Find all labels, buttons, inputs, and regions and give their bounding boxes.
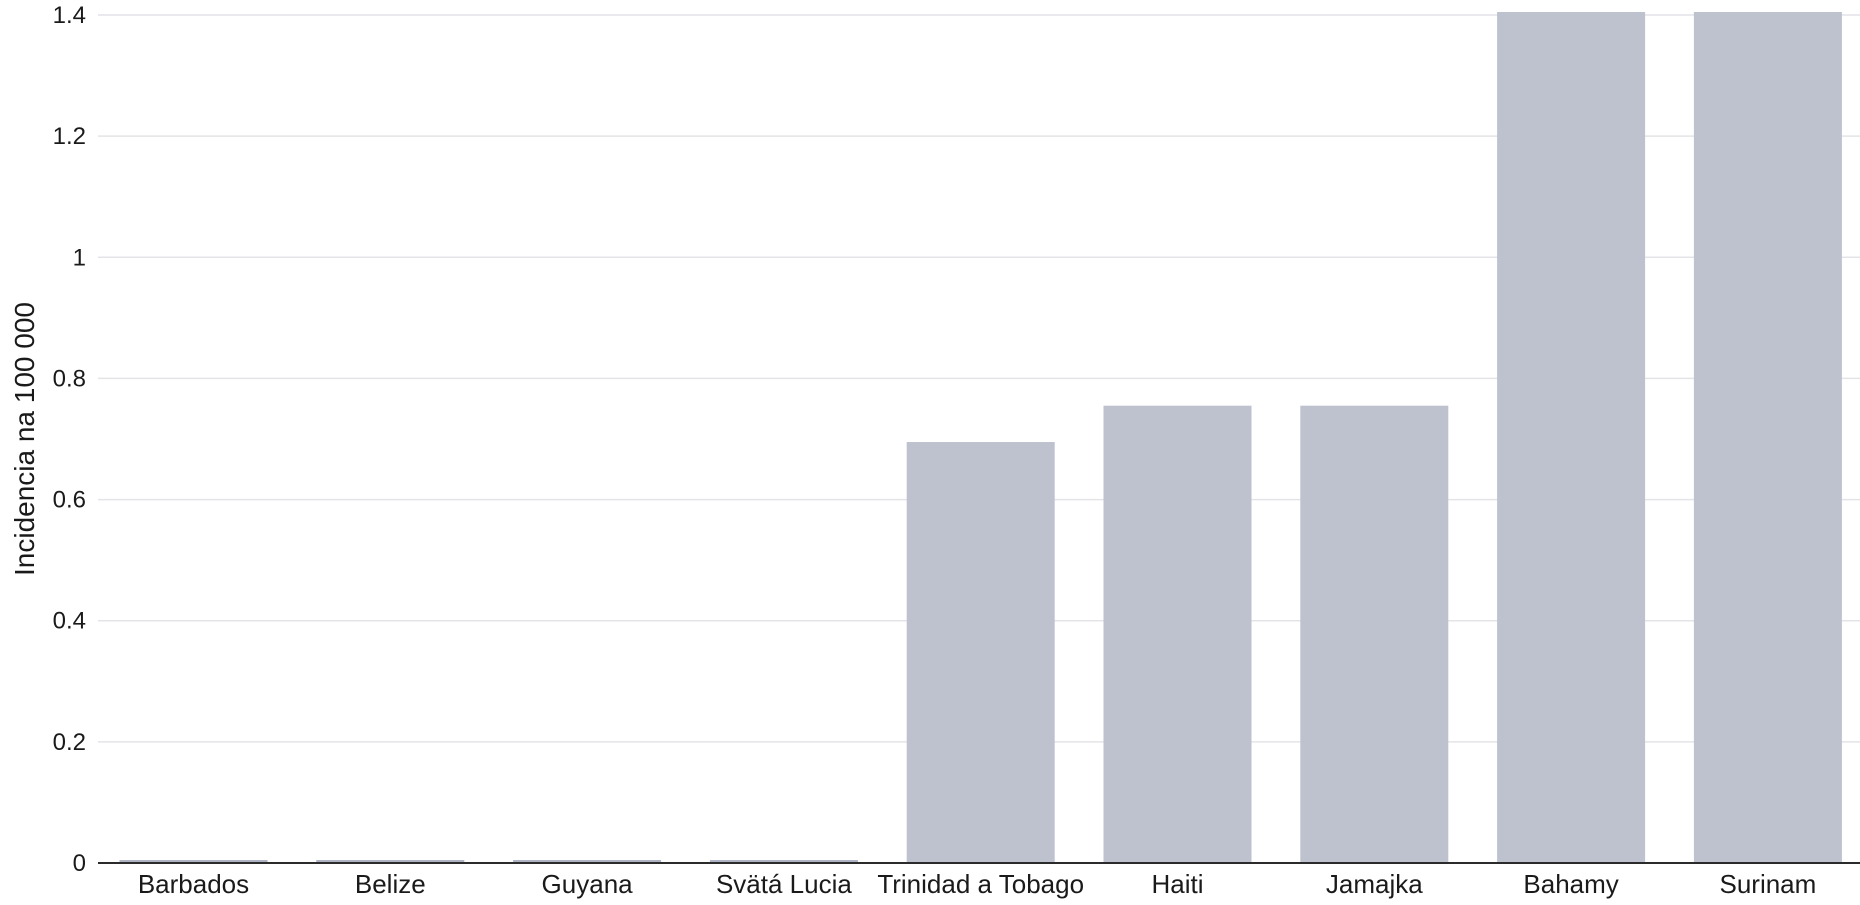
x-tick-label: Jamajka [1326,869,1423,899]
y-tick-label: 0.4 [53,608,86,635]
x-tick-label: Haiti [1151,869,1203,899]
bar [1497,11,1646,863]
y-tick-label: 0.8 [53,365,86,392]
y-axis-ticks: 0 0.2 0.4 0.6 0.8 1 1.2 1.4 [53,2,86,877]
bar [906,442,1055,863]
bars [119,11,1842,864]
y-tick-label: 1.4 [53,2,86,29]
x-tick-label: Svätá Lucia [716,869,852,899]
y-tick-label: 0.2 [53,729,86,756]
bar [1103,405,1252,863]
bar [1693,11,1842,863]
x-tick-label: Guyana [542,869,634,899]
x-tick-label: Barbados [138,869,249,899]
x-tick-label: Surinam [1719,869,1816,899]
y-tick-label: 0.6 [53,487,86,514]
y-tick-label: 0 [73,850,86,877]
x-tick-label: Bahamy [1523,869,1618,899]
x-tick-label: Trinidad a Tobago [877,869,1084,899]
y-axis-title: Incidencia na 100 000 [9,302,40,576]
x-tick-label: Belize [355,869,426,899]
y-tick-label: 1.2 [53,123,86,150]
x-axis-labels: Barbados Belize Guyana Svätá Lucia Trinidad … [138,869,1816,899]
bar [1300,405,1449,863]
y-tick-label: 1 [73,244,86,271]
